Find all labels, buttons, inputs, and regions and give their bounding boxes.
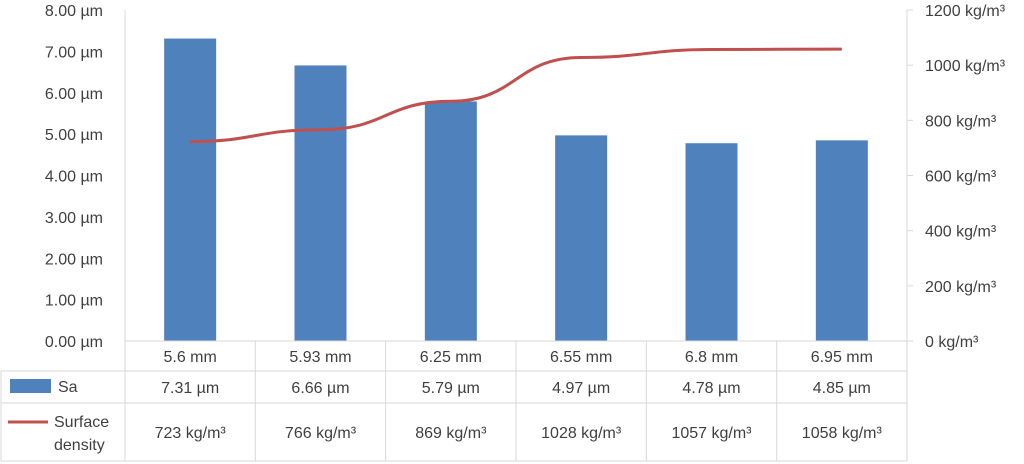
sa-value-label: 4.85 µm [813,380,871,397]
sa-legend-label: Sa [58,379,78,396]
right-tick-label: 600 kg/m³ [925,169,997,186]
surface-density-value-label: 869 kg/m³ [415,425,487,442]
surface-density-legend-label: density [54,437,105,454]
left-tick-label: 0.00 µm [45,334,103,351]
category-label: 5.93 mm [289,349,351,366]
sa-value-label: 6.66 µm [291,380,349,397]
sa-bars [164,38,868,341]
surface-density-path [190,47,842,144]
surface-density-line [190,47,842,144]
sa-bar [424,101,477,341]
surface-density-value-label: 766 kg/m³ [285,425,357,442]
surface-density-value-label: 1057 kg/m³ [671,425,752,442]
left-tick-label: 1.00 µm [45,293,103,310]
sa-value-label: 4.97 µm [552,380,610,397]
right-tick-label: 800 kg/m³ [925,113,997,130]
left-tick-label: 5.00 µm [45,127,103,144]
sa-bar [815,140,868,341]
surface-density-legend-label: Surface [54,414,109,431]
right-tick-label: 200 kg/m³ [925,279,997,296]
category-label: 6.25 mm [420,349,482,366]
sa-value-label: 5.79 µm [422,380,480,397]
right-tick-label: 1000 kg/m³ [925,58,1006,75]
right-axis: 0 kg/m³ 200 kg/m³ 400 kg/m³ 600 kg/m³ 800 kg… [907,3,1006,351]
sa-value-label: 7.31 µm [161,380,219,397]
left-axis: 0.00 µm 1.00 µm 2.00 µm 3.00 µm 4.00 µm 5.00 … [45,3,103,351]
surface-density-value-label: 723 kg/m³ [155,425,227,442]
sa-bar [685,143,738,341]
sa-bar [164,38,217,341]
category-label: 6.8 mm [685,349,738,366]
surface-density-value-label: 1028 kg/m³ [541,425,622,442]
plot-frame [124,10,908,341]
sa-bar [555,135,608,341]
left-tick-label: 8.00 µm [45,3,103,20]
left-tick-label: 3.00 µm [45,210,103,227]
sa-value-label: 4.78 µm [682,380,740,397]
sa-bar [294,65,347,341]
right-tick-label: 400 kg/m³ [925,224,997,241]
category-label: 5.6 mm [163,349,216,366]
surface-density-value-label: 1058 kg/m³ [802,425,883,442]
right-tick-label: 1200 kg/m³ [925,3,1006,20]
sa-legend-key [10,379,51,393]
left-tick-label: 7.00 µm [45,44,103,61]
right-tick-label: 0 kg/m³ [925,334,979,351]
category-label: 6.55 mm [550,349,612,366]
left-tick-label: 4.00 µm [45,169,103,186]
left-tick-label: 2.00 µm [45,251,103,268]
left-tick-label: 6.00 µm [45,86,103,103]
category-label: 6.95 mm [811,349,873,366]
data-table: 5.6 mm 5.93 mm 6.25 mm 6.55 mm 6.8 mm 6.95 mm… [0,340,908,462]
